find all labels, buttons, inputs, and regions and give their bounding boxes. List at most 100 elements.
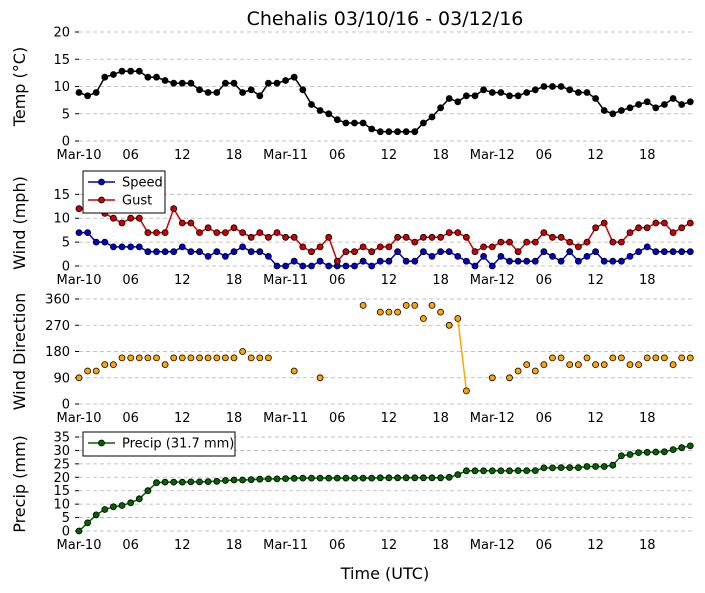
y-tick-label: 0: [62, 135, 70, 150]
data-point-temp: [118, 67, 126, 75]
data-point-speed: [316, 257, 324, 265]
data-point-direction: [462, 387, 470, 395]
x-tick-label: 18: [639, 411, 656, 426]
data-point-temp: [75, 89, 83, 96]
x-tick-label: 12: [381, 148, 398, 163]
x-tick-label: Mar-12: [470, 538, 515, 553]
x-tick-label: Mar-11: [263, 538, 308, 553]
data-point-speed: [635, 248, 642, 256]
data-point-gust: [187, 219, 195, 227]
data-point-gust: [316, 243, 324, 251]
data-point-direction: [506, 374, 513, 382]
data-point-temp: [221, 79, 229, 87]
data-point-speed: [600, 257, 608, 265]
data-point-precip: [239, 476, 247, 484]
data-point-temp: [178, 79, 186, 87]
data-point-speed: [394, 248, 402, 256]
data-point-speed: [230, 248, 238, 256]
data-point-gust: [618, 238, 625, 246]
data-point-precip: [643, 448, 651, 456]
data-point-speed: [506, 257, 513, 265]
data-point-direction: [575, 361, 582, 369]
x-axis-label: Time (UTC): [340, 564, 429, 583]
y-tick-label: 0: [62, 525, 70, 540]
data-point-precip: [84, 519, 91, 527]
legend-box: [82, 170, 166, 214]
data-point-gust: [256, 229, 264, 237]
y-tick-label: 30: [53, 444, 70, 459]
data-point-temp: [480, 86, 488, 94]
data-point-direction: [359, 301, 367, 309]
data-point-temp: [678, 101, 686, 108]
data-point-gust: [626, 229, 634, 237]
series-line-speed: [79, 231, 691, 268]
data-point-precip: [170, 478, 178, 486]
data-point-precip: [566, 464, 574, 472]
data-point-speed: [256, 248, 264, 256]
data-point-precip: [196, 478, 203, 486]
data-point-gust: [609, 238, 617, 246]
data-point-direction: [437, 308, 445, 316]
x-tick-label: 18: [432, 273, 449, 288]
data-point-gust: [368, 248, 376, 256]
data-point-temp: [196, 86, 203, 94]
data-point-speed: [376, 257, 384, 265]
data-point-direction: [635, 361, 642, 369]
data-point-precip: [514, 467, 522, 475]
data-point-direction: [661, 354, 668, 362]
data-point-temp: [523, 89, 531, 96]
data-point-direction: [454, 315, 462, 322]
y-tick-label: 180: [45, 345, 70, 360]
data-point-speed: [282, 262, 290, 270]
data-point-speed: [135, 243, 143, 251]
data-point-direction: [618, 354, 625, 362]
x-tick-label: 12: [587, 273, 604, 288]
data-point-temp: [592, 95, 599, 102]
data-point-direction: [101, 361, 109, 369]
data-point-speed: [170, 248, 178, 256]
legend-box: [82, 431, 236, 457]
data-point-speed: [454, 252, 462, 260]
data-point-speed: [445, 248, 453, 256]
data-point-speed: [437, 248, 445, 256]
data-point-temp: [230, 79, 238, 87]
data-point-gust: [178, 219, 186, 227]
data-point-temp: [669, 95, 677, 102]
data-point-temp: [506, 92, 513, 100]
data-point-direction: [531, 367, 539, 375]
data-point-direction: [686, 354, 694, 362]
data-point-temp: [549, 83, 556, 90]
data-point-precip: [445, 473, 453, 481]
data-point-temp: [213, 89, 221, 96]
y-tick-label: 10: [53, 498, 70, 513]
data-point-direction: [230, 354, 238, 362]
data-point-speed: [196, 248, 203, 256]
data-point-temp: [575, 89, 582, 96]
data-point-precip: [299, 474, 307, 482]
y-axis-label: Precip (mm): [10, 435, 29, 533]
data-point-precip: [557, 464, 565, 472]
data-point-precip: [359, 474, 367, 482]
data-point-direction: [196, 354, 203, 362]
data-point-gust: [135, 214, 143, 222]
chart-title: Chehalis 03/10/16 - 03/12/16: [247, 8, 524, 30]
data-point-direction: [445, 321, 453, 329]
data-point-speed: [540, 248, 548, 256]
data-point-speed: [342, 262, 350, 270]
data-point-gust: [273, 229, 281, 237]
data-point-precip: [204, 478, 212, 486]
data-point-gust: [342, 248, 350, 256]
data-point-speed: [264, 252, 272, 260]
data-point-speed: [661, 248, 668, 256]
data-point-gust: [661, 219, 668, 227]
data-point-precip: [678, 444, 686, 452]
data-point-speed: [531, 257, 539, 265]
y-tick-label: 35: [53, 431, 70, 446]
y-axis-label: Wind Direction: [10, 293, 29, 411]
x-tick-label: 06: [122, 148, 139, 163]
data-point-direction: [118, 354, 126, 362]
data-point-temp: [316, 107, 324, 114]
data-point-direction: [394, 308, 402, 316]
data-point-precip: [153, 479, 160, 487]
